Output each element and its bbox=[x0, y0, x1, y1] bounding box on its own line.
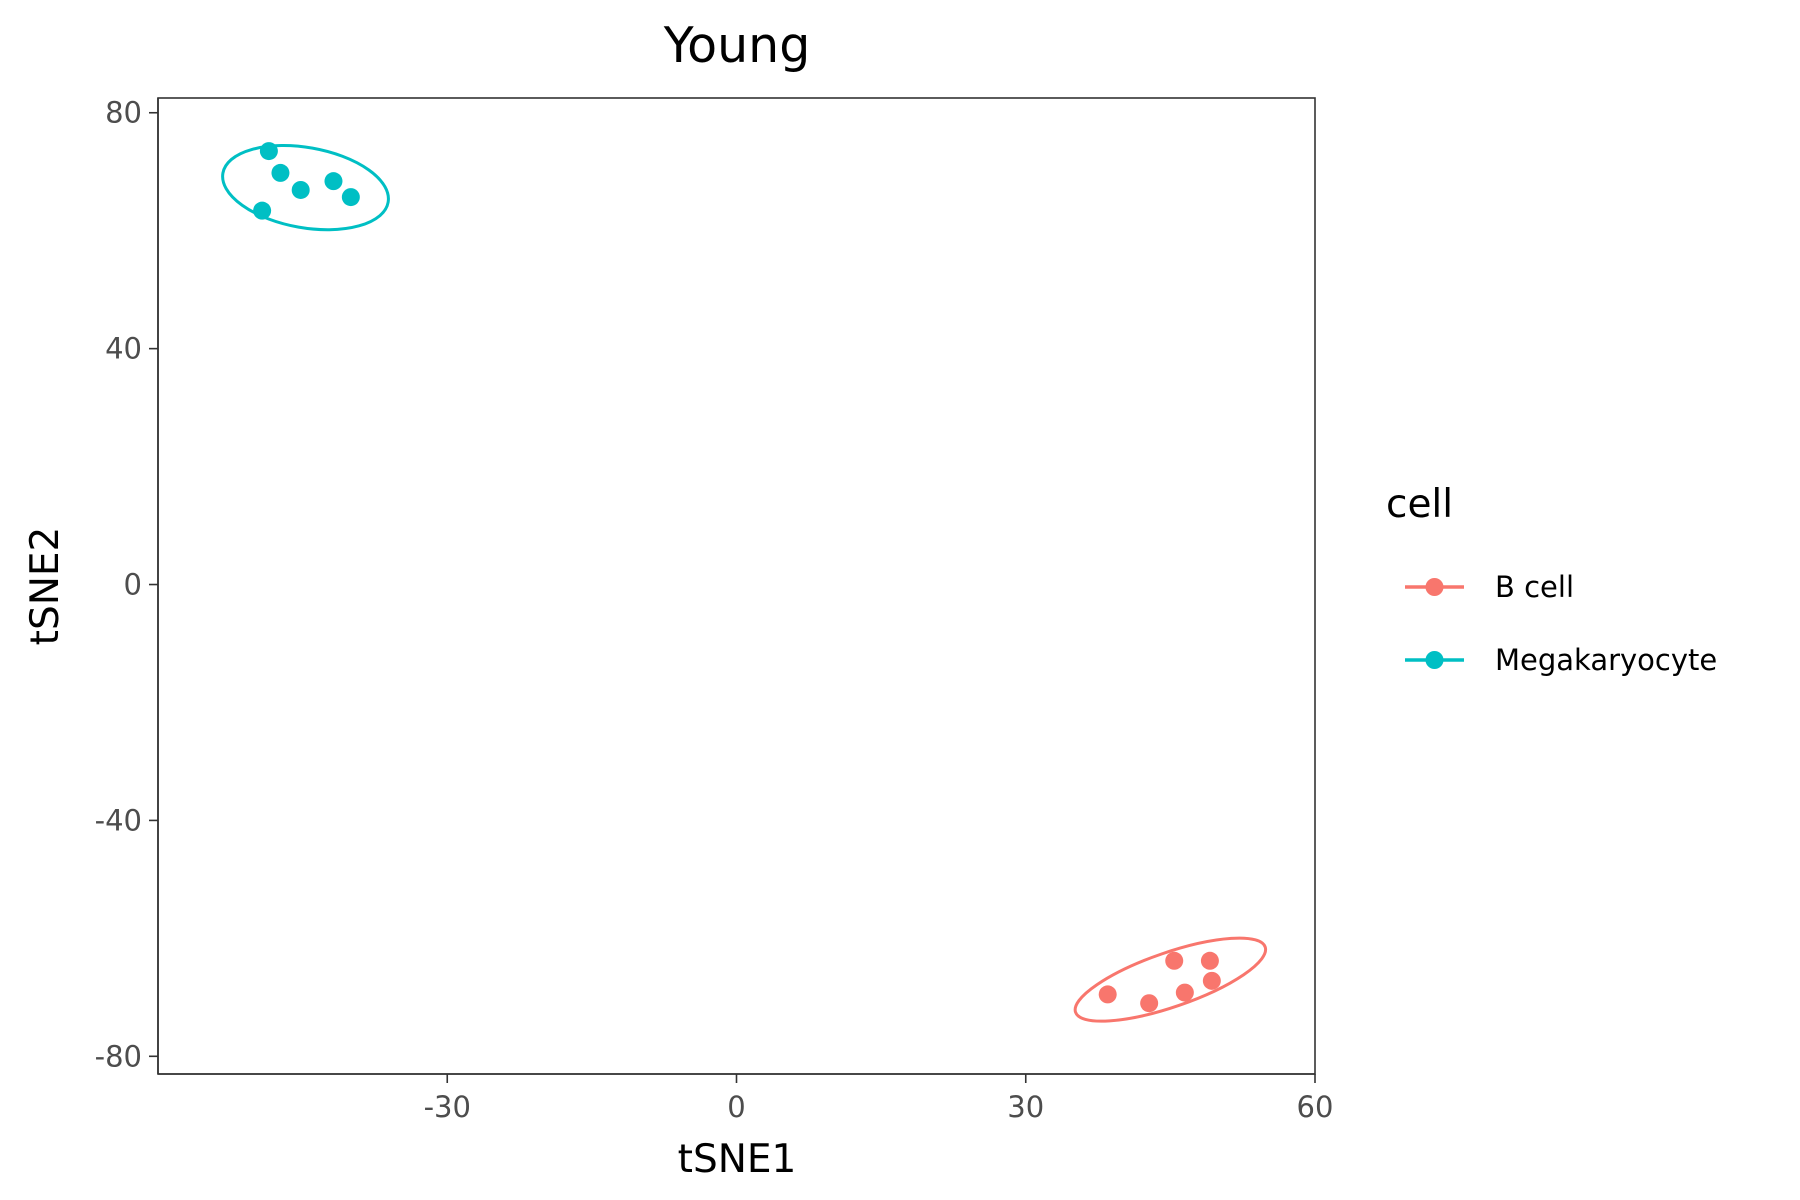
legend-label: Megakaryocyte bbox=[1495, 643, 1717, 677]
x-axis-title: tSNE1 bbox=[678, 1137, 797, 1182]
point-series-1-3 bbox=[324, 172, 343, 191]
x-tick-label: 60 bbox=[1297, 1090, 1334, 1124]
point-series-0-0 bbox=[1098, 985, 1117, 1004]
point-series-1-2 bbox=[291, 180, 310, 199]
y-tick-label: -40 bbox=[95, 803, 142, 837]
y-tick-label: 80 bbox=[105, 96, 142, 130]
legend: cell B cell Megakaryocyte bbox=[1386, 482, 1717, 677]
chart-title: Young bbox=[663, 17, 811, 74]
point-series-1-5 bbox=[253, 201, 272, 220]
legend-label: B cell bbox=[1495, 570, 1574, 604]
plot-border bbox=[157, 97, 1316, 1075]
x-tick-label: -30 bbox=[424, 1090, 471, 1124]
legend-key-point bbox=[1425, 578, 1444, 596]
point-series-1-1 bbox=[271, 163, 290, 182]
point-series-0-2 bbox=[1175, 983, 1194, 1002]
point-series-0-5 bbox=[1202, 971, 1221, 990]
point-series-0-3 bbox=[1165, 951, 1184, 970]
x-tick-label: 0 bbox=[727, 1090, 745, 1124]
ellipse-series-1 bbox=[221, 144, 390, 232]
y-tick-label: 0 bbox=[124, 568, 142, 602]
y-axis-title: tSNE2 bbox=[23, 527, 68, 646]
axes: -30 0 30 60 80 40 0 -40 -80 bbox=[95, 96, 1334, 1124]
x-tick-label: 30 bbox=[1007, 1090, 1044, 1124]
point-series-0-1 bbox=[1140, 994, 1159, 1013]
legend-title: cell bbox=[1386, 482, 1453, 527]
y-tick-label: -80 bbox=[95, 1039, 142, 1073]
y-tick-label: 40 bbox=[105, 332, 142, 366]
point-series-0-4 bbox=[1200, 951, 1219, 970]
point-series-1-0 bbox=[259, 142, 278, 161]
ellipse-series-0 bbox=[1073, 936, 1268, 1023]
plot-area bbox=[221, 142, 1268, 1023]
point-series-1-4 bbox=[341, 188, 360, 207]
legend-key-point bbox=[1425, 651, 1444, 669]
